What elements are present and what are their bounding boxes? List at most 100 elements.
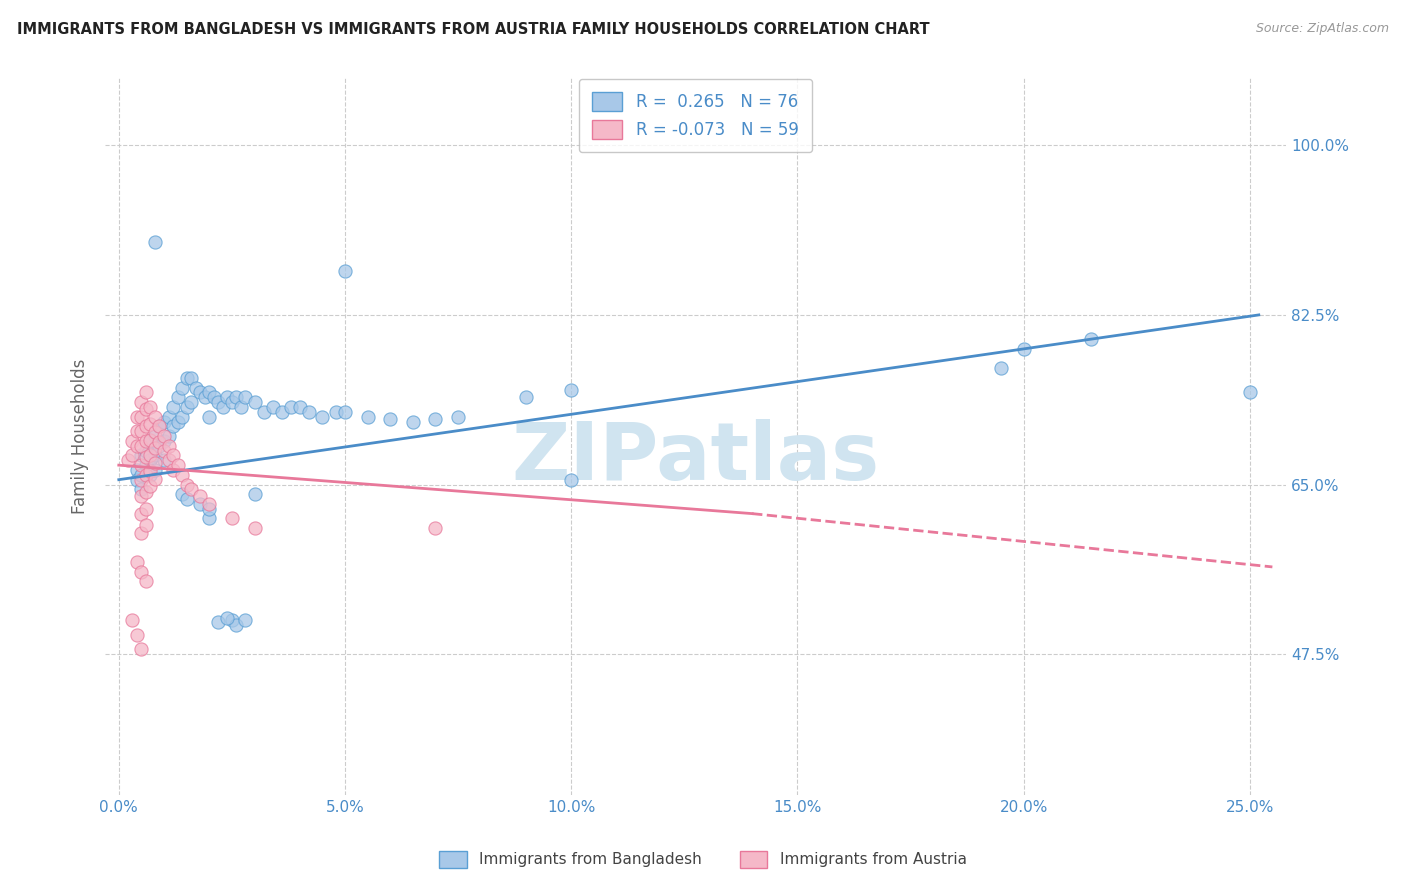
Point — [153, 443, 176, 458]
Point — [157, 409, 180, 424]
Point — [139, 417, 162, 432]
Point — [131, 526, 153, 541]
Point — [135, 443, 157, 458]
Point — [131, 473, 153, 487]
Point — [229, 400, 252, 414]
Point — [180, 483, 202, 497]
Point — [262, 400, 284, 414]
Point — [135, 450, 157, 465]
Point — [125, 473, 148, 487]
Point — [131, 424, 153, 438]
Point — [153, 453, 176, 467]
Point — [121, 449, 143, 463]
Point — [153, 434, 176, 448]
Point — [143, 472, 166, 486]
Point — [243, 521, 266, 535]
Point — [298, 405, 321, 419]
Point — [153, 415, 176, 429]
Point — [143, 409, 166, 424]
Point — [135, 385, 157, 400]
Point — [207, 615, 229, 629]
Text: IMMIGRANTS FROM BANGLADESH VS IMMIGRANTS FROM AUSTRIA FAMILY HOUSEHOLDS CORRELAT: IMMIGRANTS FROM BANGLADESH VS IMMIGRANTS… — [17, 22, 929, 37]
Point — [447, 409, 470, 424]
Point — [143, 456, 166, 470]
Point — [380, 411, 402, 425]
Point — [172, 467, 194, 482]
Point — [515, 390, 537, 404]
Legend: Immigrants from Bangladesh, Immigrants from Austria: Immigrants from Bangladesh, Immigrants f… — [433, 845, 973, 873]
Point — [135, 574, 157, 589]
Point — [131, 439, 153, 453]
Point — [153, 429, 176, 443]
Point — [217, 611, 239, 625]
Point — [143, 429, 166, 443]
Point — [402, 415, 425, 429]
Point — [131, 642, 153, 657]
Point — [143, 441, 166, 455]
Point — [198, 409, 221, 424]
Point — [243, 487, 266, 501]
Point — [143, 425, 166, 440]
Point — [125, 463, 148, 477]
Point — [131, 483, 153, 497]
Point — [172, 487, 194, 501]
Point — [252, 405, 274, 419]
Point — [425, 521, 447, 535]
Point — [188, 385, 211, 400]
Point — [198, 501, 221, 516]
Point — [176, 371, 198, 385]
Point — [1080, 332, 1102, 346]
Legend: R =  0.265   N = 76, R = -0.073   N = 59: R = 0.265 N = 76, R = -0.073 N = 59 — [579, 78, 813, 153]
Point — [288, 400, 311, 414]
Point — [221, 613, 243, 627]
Point — [135, 485, 157, 500]
Point — [131, 395, 153, 409]
Point — [560, 383, 582, 397]
Point — [184, 381, 207, 395]
Point — [131, 507, 153, 521]
Point — [131, 489, 153, 503]
Point — [121, 613, 143, 627]
Point — [211, 400, 233, 414]
Point — [157, 439, 180, 453]
Point — [221, 511, 243, 525]
Point — [117, 453, 139, 467]
Point — [125, 439, 148, 453]
Point — [131, 565, 153, 579]
Point — [148, 439, 170, 453]
Point — [166, 415, 188, 429]
Point — [135, 419, 157, 434]
Point — [270, 405, 292, 419]
Point — [125, 628, 148, 642]
Point — [148, 419, 170, 434]
Point — [311, 409, 333, 424]
Point — [325, 405, 347, 419]
Point — [131, 409, 153, 424]
Point — [125, 424, 148, 438]
Point — [188, 497, 211, 511]
Point — [166, 458, 188, 472]
Point — [176, 477, 198, 491]
Point — [560, 473, 582, 487]
Point — [148, 419, 170, 434]
Point — [143, 449, 166, 463]
Point — [135, 458, 157, 472]
Point — [356, 409, 378, 424]
Point — [162, 463, 184, 477]
Point — [207, 395, 229, 409]
Point — [139, 467, 162, 482]
Point — [198, 385, 221, 400]
Point — [157, 429, 180, 443]
Point — [198, 511, 221, 525]
Point — [139, 479, 162, 493]
Point — [148, 434, 170, 449]
Point — [176, 400, 198, 414]
Point — [172, 409, 194, 424]
Point — [143, 235, 166, 250]
Point — [180, 371, 202, 385]
Point — [990, 361, 1012, 376]
Point — [121, 434, 143, 448]
Point — [333, 405, 356, 419]
Point — [166, 390, 188, 404]
Point — [333, 264, 356, 278]
